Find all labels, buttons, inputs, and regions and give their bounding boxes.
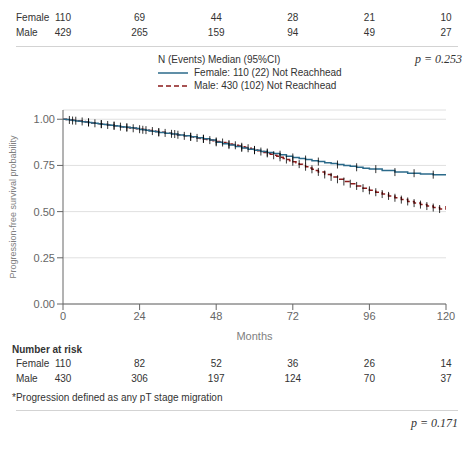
svg-text:24: 24 [133,310,145,322]
html-text:10: 10 [440,12,452,23]
svg-text:72: 72 [287,310,299,322]
html-text:94: 94 [287,27,299,38]
html-text:*Progression defined as any pT: *Progression defined as any pT stage mig… [12,392,223,403]
html-text:49: 49 [363,27,375,38]
svg-text:Progression-free survival prob: Progression-free survival probability [8,135,18,279]
html-text:Male: Male [16,373,38,384]
html-text:27: 27 [440,27,452,38]
html-text:70: 70 [363,373,375,384]
html-text:52: 52 [210,358,222,369]
html-text:36: 36 [287,358,299,369]
svg-text:0.00: 0.00 [34,298,55,310]
html-text:44: 44 [210,12,222,23]
svg-text:0.50: 0.50 [34,206,55,218]
html-text:21: 21 [363,12,375,23]
svg-text:0.75: 0.75 [34,159,55,171]
html-text:37: 37 [440,373,452,384]
html-text:Male: 430 (102) Not Reachhead: Male: 430 (102) Not Reachhead [194,80,337,91]
html-text:110: 110 [55,12,71,23]
svg-text:0: 0 [60,310,66,322]
html-text:82: 82 [134,358,146,369]
html-text:N (Events) Median (95%CI): N (Events) Median (95%CI) [158,54,281,65]
svg-text:96: 96 [363,310,375,322]
svg-text:48: 48 [210,310,222,322]
html-text:306: 306 [131,373,148,384]
svg-text:Months: Months [236,330,273,340]
svg-text:0.25: 0.25 [34,252,55,264]
html-text:429: 429 [54,27,72,38]
html-text:110: 110 [55,358,71,369]
html-text:p = 0.253: p = 0.253 [414,52,462,66]
html-text:265: 265 [131,27,148,38]
html-text:26: 26 [363,358,375,369]
html-text:Number at risk: Number at risk [12,344,82,355]
html-text:197: 197 [207,373,225,384]
html-text:28: 28 [287,12,299,23]
html-text:430: 430 [54,373,72,384]
html-text:Female: Female [16,358,50,369]
html-text:124: 124 [284,373,302,384]
svg-text:120: 120 [437,310,455,322]
html-text:14: 14 [440,358,452,369]
html-text:69: 69 [134,12,146,23]
html-text:159: 159 [207,27,225,38]
html-text:Male: Male [16,27,38,38]
html-text:Female: 110 (22) Not Reachhead: Female: 110 (22) Not Reachhead [194,67,342,78]
svg-text:1.00: 1.00 [34,113,55,125]
html-text:p = 0.171: p = 0.171 [410,416,458,430]
html-text:Female: Female [16,12,50,23]
